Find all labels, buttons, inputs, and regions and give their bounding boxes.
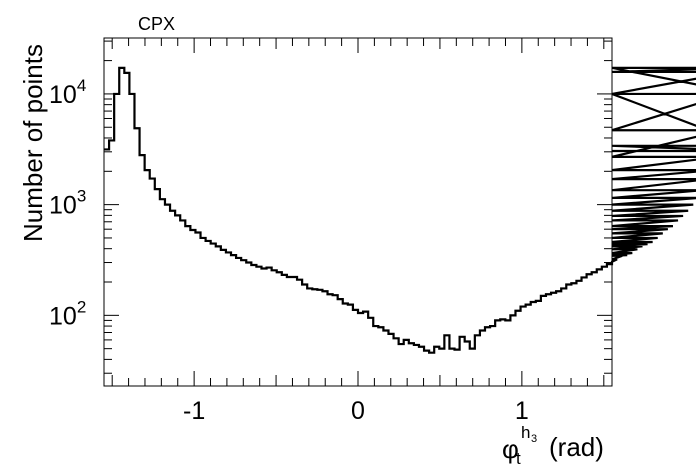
x-tick-label: 0: [351, 397, 365, 425]
y-tick-label-exponent: 3: [77, 187, 86, 206]
y-tick-label-base: 10: [49, 81, 77, 109]
y-tick-label: 102: [49, 297, 86, 330]
y-tick-label: 103: [49, 187, 86, 220]
y-tick-label: 104: [49, 76, 86, 109]
y-tick-label-exponent: 2: [77, 297, 86, 316]
x-axis: -1 0 1: [111, 38, 605, 425]
x-axis-title-subscript: t: [516, 449, 521, 468]
x-axis-title-superscript-sub: 3: [531, 433, 537, 445]
y-tick-label-base: 10: [49, 302, 77, 330]
x-axis-title: φ t h 3 (rad): [502, 423, 604, 468]
x-tick-label: -1: [183, 397, 205, 425]
x-tick-label: 1: [515, 397, 529, 425]
y-axis-title: Number of points: [18, 44, 48, 242]
y-tick-label-base: 10: [49, 192, 77, 220]
y-tick-label-exponent: 4: [77, 76, 86, 95]
chart-title: CPX: [138, 14, 175, 34]
x-axis-title-superscript: h: [521, 423, 530, 442]
x-axis-title-unit: (rad): [549, 432, 604, 462]
histogram-series-line: [104, 66, 696, 354]
x-axis-title-symbol: φ: [502, 434, 519, 464]
